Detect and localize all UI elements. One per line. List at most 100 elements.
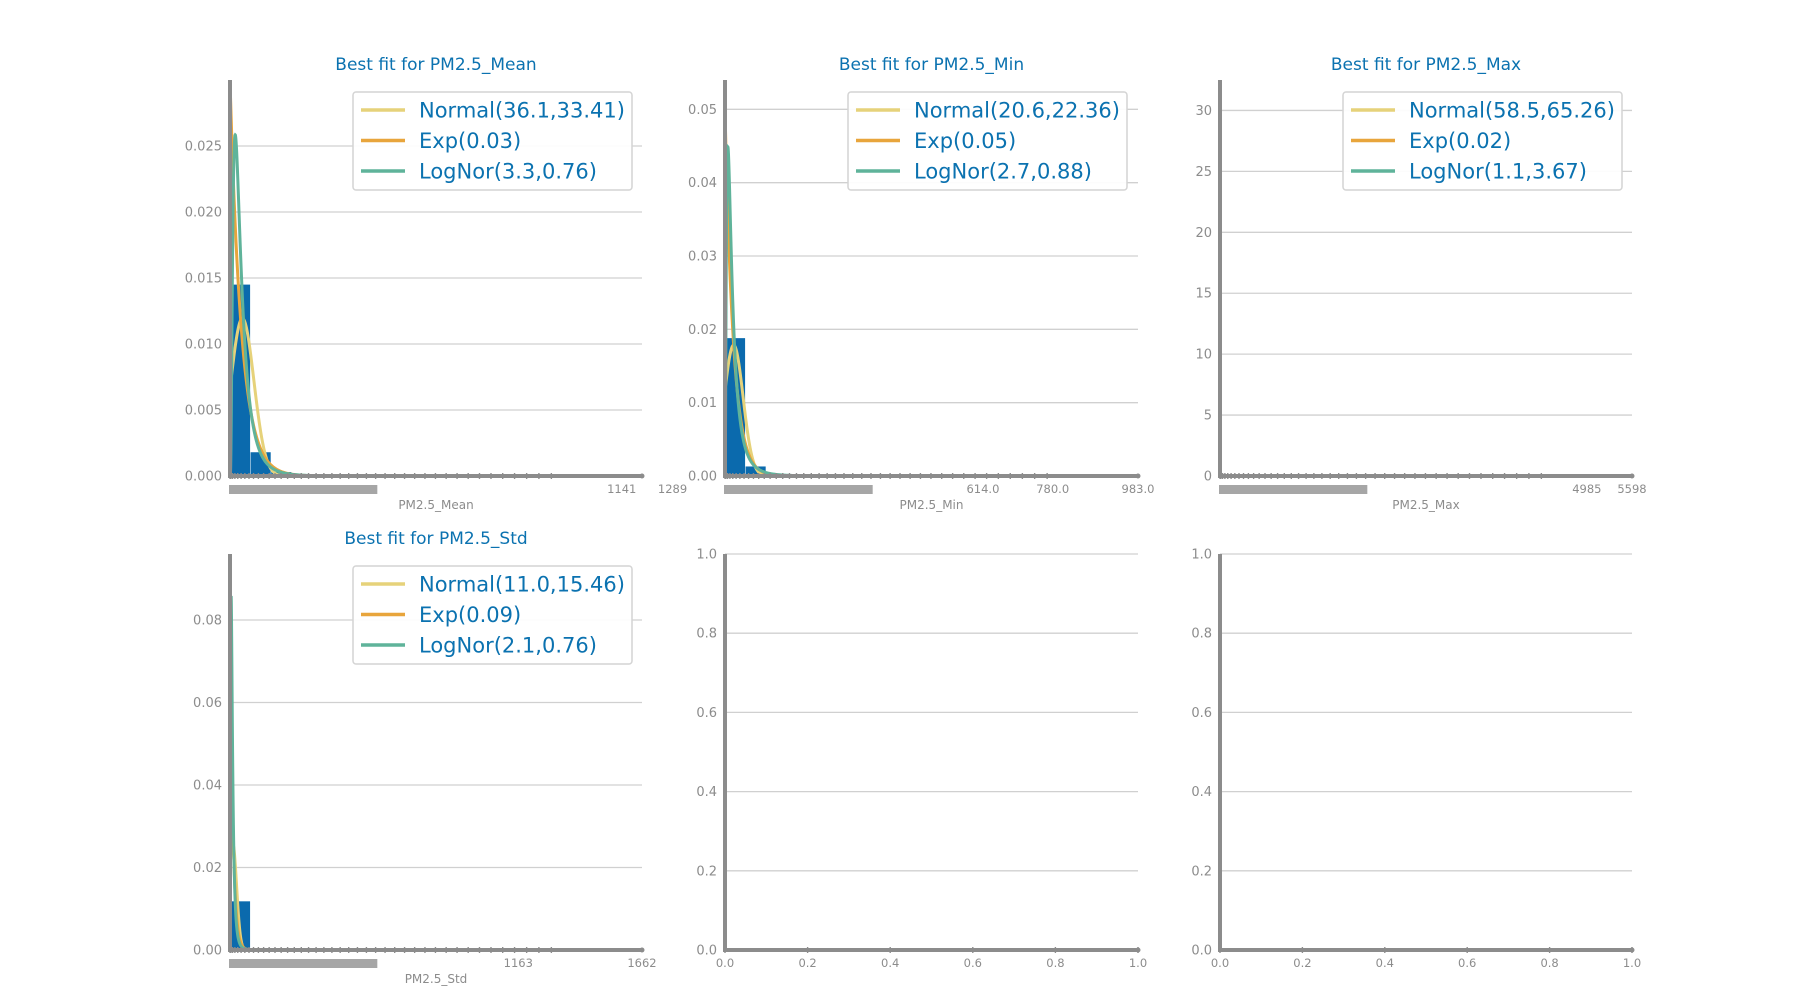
chart-panel-2: 0.00 0.01 0.02 0.03 0.04 0.05 614.0 780.0 983.0 N… <box>688 55 1154 512</box>
chart-title: Best fit for PM2.5_Mean <box>335 55 536 75</box>
x-tick-label: 0.8 <box>1046 956 1064 970</box>
legend-label-normal: Normal(58.5,65.26) <box>1409 99 1615 123</box>
x-tick-label: 0.8 <box>1540 956 1558 970</box>
legend-label-normal: Normal(20.6,22.36) <box>914 99 1120 123</box>
legend-label-lognor: LogNor(2.7,0.88) <box>914 160 1092 184</box>
legend-box <box>352 565 633 665</box>
x-tick-label: 0.0 <box>1211 956 1229 970</box>
y-tick-label: 10 <box>1195 348 1212 363</box>
y-tick-label: 0.025 <box>185 140 222 155</box>
y-tick-label: 0 <box>1204 470 1212 485</box>
x-tick-label: 983.0 <box>1122 482 1155 496</box>
axis-end-marker <box>639 473 645 479</box>
y-tick-label: 0.03 <box>688 250 717 265</box>
y-tick-label: 0.00 <box>688 470 717 485</box>
x-tick-label: 1141 <box>607 482 636 496</box>
y-tick-label: 0.8 <box>696 627 717 642</box>
x-tick-label: 0.2 <box>798 956 816 970</box>
legend-label-exp: Exp(0.09) <box>419 603 521 627</box>
x-axis-label: PM2.5_Min <box>900 498 964 512</box>
y-tick-label: 1.0 <box>1191 548 1212 563</box>
legend-box <box>352 91 633 191</box>
legend-label-lognor: LogNor(3.3,0.76) <box>419 160 597 184</box>
y-tick-label: 20 <box>1195 226 1212 241</box>
legend-label-exp: Exp(0.03) <box>419 129 521 153</box>
y-tick-label: 0.015 <box>185 272 222 287</box>
y-tick-label: 0.02 <box>193 861 222 876</box>
y-tick-label: 0.4 <box>1191 785 1212 800</box>
y-tick-label: 0.01 <box>688 396 717 411</box>
y-tick-label: 0.005 <box>185 404 222 419</box>
x-tick-label: 1.0 <box>1623 956 1641 970</box>
normal-fit-curve <box>723 343 1138 478</box>
y-tick-label: 0.04 <box>193 779 222 794</box>
x-tick-label: 1.0 <box>1129 956 1147 970</box>
chart-panel-1: 0.000 0.005 0.010 0.015 0.020 0.025 1141 1289 No… <box>185 55 687 512</box>
y-tick-label: 1.0 <box>696 548 717 563</box>
y-tick-label: 0.4 <box>696 785 717 800</box>
y-tick-label: 0.00 <box>193 944 222 959</box>
y-tick-label: 0.0 <box>1191 944 1212 959</box>
chart-panel-6: 0.0 0.2 0.4 0.6 0.8 1.0 0.0 0.2 0.4 0.6 0.8 1.0 <box>1191 548 1641 971</box>
axis-end-marker <box>1135 947 1141 953</box>
chart-title: Best fit for PM2.5_Max <box>1331 55 1521 75</box>
legend-label-lognor: LogNor(2.1,0.76) <box>419 634 597 658</box>
y-tick-label: 15 <box>1195 287 1212 302</box>
axis-end-marker <box>639 947 645 953</box>
x-tick-label: 4985 <box>1572 482 1601 496</box>
y-tick-label: 5 <box>1204 409 1212 424</box>
y-tick-label: 0.02 <box>688 323 717 338</box>
chart-panel-3: 0 5 10 15 20 25 30 4985 5598 Normal(58.5,65.26) Ex… <box>1195 55 1646 512</box>
axis-end-marker <box>1135 473 1141 479</box>
y-tick-label: 0.010 <box>185 338 222 353</box>
y-tick-label: 0.020 <box>185 206 222 221</box>
legend-label-exp: Exp(0.02) <box>1409 129 1511 153</box>
chart-title: Best fit for PM2.5_Std <box>344 529 527 549</box>
legend: Normal(20.6,22.36) Exp(0.05) LogNor(2.7,0.… <box>847 91 1128 191</box>
legend: Normal(36.1,33.41) Exp(0.03) LogNor(3.3,0.… <box>352 91 633 191</box>
overlapping-tick-labels <box>1219 485 1368 494</box>
y-tick-label: 30 <box>1195 104 1212 119</box>
legend: Normal(11.0,15.46) Exp(0.09) LogNor(2.1,0.… <box>352 565 633 665</box>
x-tick-label: 1289 <box>658 482 687 496</box>
legend: Normal(58.5,65.26) Exp(0.02) LogNor(1.1,3.… <box>1342 91 1623 191</box>
y-tick-label: 0.05 <box>688 103 717 118</box>
x-tick-label: 614.0 <box>966 482 999 496</box>
x-axis-label: PM2.5_Mean <box>398 498 473 512</box>
x-axis-label: PM2.5_Max <box>1392 498 1459 512</box>
y-tick-label: 0.08 <box>193 614 222 629</box>
y-tick-label: 0.06 <box>193 696 222 711</box>
y-tick-label: 0.6 <box>696 706 717 721</box>
overlapping-tick-labels <box>229 959 378 968</box>
y-tick-label: 0.000 <box>185 470 222 485</box>
legend-label-exp: Exp(0.05) <box>914 129 1016 153</box>
x-tick-label: 5598 <box>1617 482 1646 496</box>
x-tick-label: 0.2 <box>1293 956 1311 970</box>
y-tick-label: 0.0 <box>696 944 717 959</box>
y-tick-label: 0.8 <box>1191 627 1212 642</box>
chart-panel-5: 0.0 0.2 0.4 0.6 0.8 1.0 0.0 0.2 0.4 0.6 0.8 1.0 <box>696 548 1147 971</box>
legend-box <box>847 91 1128 191</box>
normal-fit-curve <box>228 316 642 478</box>
x-tick-label: 1163 <box>504 956 533 970</box>
lognor-fit-curve <box>723 143 1138 478</box>
legend-label-lognor: LogNor(1.1,3.67) <box>1409 160 1587 184</box>
legend-label-normal: Normal(36.1,33.41) <box>419 99 625 123</box>
overlapping-tick-labels <box>229 485 378 494</box>
y-tick-label: 0.6 <box>1191 706 1212 721</box>
x-axis-label: PM2.5_Std <box>405 972 468 986</box>
x-tick-label: 780.0 <box>1036 482 1069 496</box>
x-tick-label: 0.6 <box>964 956 982 970</box>
y-tick-label: 0.04 <box>688 176 717 191</box>
histogram-bar <box>745 466 766 476</box>
chart-panel-4: 0.00 0.02 0.04 0.06 0.08 1163 1662 Normal(11.0,… <box>193 529 657 986</box>
legend-label-normal: Normal(11.0,15.46) <box>419 573 625 597</box>
axis-end-marker <box>1629 473 1635 479</box>
x-tick-label: 0.4 <box>881 956 899 970</box>
x-tick-label: 0.6 <box>1458 956 1476 970</box>
y-tick-label: 25 <box>1195 165 1212 180</box>
y-tick-label: 0.2 <box>1191 864 1212 879</box>
y-tick-label: 0.2 <box>696 864 717 879</box>
x-tick-label: 0.0 <box>716 956 734 970</box>
